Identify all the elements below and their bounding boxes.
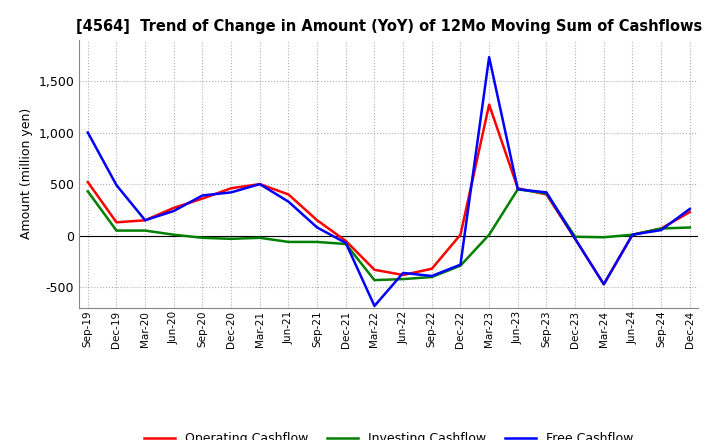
Operating Cashflow: [169, 205, 178, 210]
Investing Cashflow: [513, 187, 522, 192]
Investing Cashflow: [227, 236, 235, 242]
Operating Cashflow: [428, 266, 436, 271]
Operating Cashflow: [685, 209, 694, 215]
Free Cashflow: [485, 55, 493, 60]
Free Cashflow: [84, 130, 92, 135]
Line: Operating Cashflow: Operating Cashflow: [88, 105, 690, 284]
Investing Cashflow: [198, 235, 207, 240]
Operating Cashflow: [657, 226, 665, 231]
Free Cashflow: [428, 273, 436, 279]
Investing Cashflow: [485, 232, 493, 237]
Free Cashflow: [399, 270, 408, 275]
Investing Cashflow: [341, 242, 350, 247]
Investing Cashflow: [169, 232, 178, 237]
Operating Cashflow: [341, 238, 350, 244]
Free Cashflow: [169, 208, 178, 213]
Line: Investing Cashflow: Investing Cashflow: [88, 189, 690, 280]
Operating Cashflow: [485, 102, 493, 107]
Free Cashflow: [513, 187, 522, 192]
Investing Cashflow: [141, 228, 150, 233]
Investing Cashflow: [370, 278, 379, 283]
Free Cashflow: [456, 262, 465, 267]
Free Cashflow: [312, 225, 321, 230]
Operating Cashflow: [312, 218, 321, 223]
Investing Cashflow: [112, 228, 121, 233]
Investing Cashflow: [284, 239, 293, 245]
Legend: Operating Cashflow, Investing Cashflow, Free Cashflow: Operating Cashflow, Investing Cashflow, …: [139, 427, 639, 440]
Free Cashflow: [198, 193, 207, 198]
Operating Cashflow: [600, 282, 608, 287]
Title: [4564]  Trend of Change in Amount (YoY) of 12Mo Moving Sum of Cashflows: [4564] Trend of Change in Amount (YoY) o…: [76, 19, 702, 34]
Free Cashflow: [657, 227, 665, 233]
Operating Cashflow: [542, 192, 551, 197]
Free Cashflow: [112, 183, 121, 188]
Free Cashflow: [227, 190, 235, 195]
Y-axis label: Amount (million yen): Amount (million yen): [20, 108, 33, 239]
Operating Cashflow: [84, 180, 92, 185]
Investing Cashflow: [428, 275, 436, 280]
Investing Cashflow: [657, 226, 665, 231]
Operating Cashflow: [141, 218, 150, 223]
Operating Cashflow: [370, 267, 379, 272]
Investing Cashflow: [84, 189, 92, 194]
Investing Cashflow: [456, 263, 465, 268]
Investing Cashflow: [542, 191, 551, 196]
Investing Cashflow: [600, 235, 608, 240]
Free Cashflow: [600, 282, 608, 287]
Free Cashflow: [284, 199, 293, 204]
Operating Cashflow: [399, 272, 408, 278]
Investing Cashflow: [571, 234, 580, 239]
Operating Cashflow: [112, 220, 121, 225]
Free Cashflow: [571, 236, 580, 242]
Free Cashflow: [141, 218, 150, 223]
Investing Cashflow: [256, 235, 264, 240]
Investing Cashflow: [685, 225, 694, 230]
Free Cashflow: [628, 232, 636, 237]
Free Cashflow: [542, 190, 551, 195]
Operating Cashflow: [571, 236, 580, 242]
Operating Cashflow: [456, 232, 465, 237]
Free Cashflow: [341, 240, 350, 246]
Operating Cashflow: [284, 192, 293, 197]
Investing Cashflow: [628, 232, 636, 237]
Free Cashflow: [685, 206, 694, 212]
Investing Cashflow: [312, 239, 321, 245]
Operating Cashflow: [513, 186, 522, 191]
Free Cashflow: [370, 303, 379, 308]
Line: Free Cashflow: Free Cashflow: [88, 57, 690, 306]
Operating Cashflow: [628, 232, 636, 237]
Free Cashflow: [256, 181, 264, 187]
Operating Cashflow: [198, 196, 207, 201]
Investing Cashflow: [399, 276, 408, 282]
Operating Cashflow: [227, 186, 235, 191]
Operating Cashflow: [256, 181, 264, 187]
